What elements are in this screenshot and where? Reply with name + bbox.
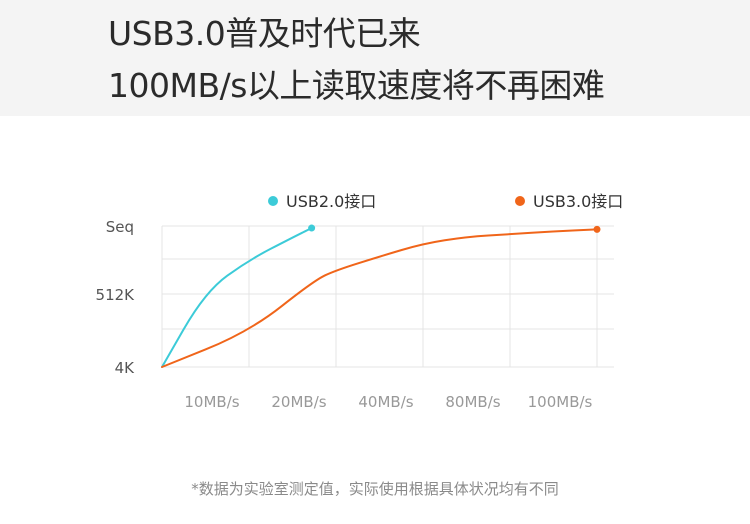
legend-label: USB2.0接口 [286,192,376,211]
x-tick-label: 10MB/s [184,393,239,411]
legend-marker [515,196,525,206]
y-tick-label: Seq [106,218,134,236]
legend-marker [268,196,278,206]
footnote: *数据为实验室测定值，实际使用根据具体状况均有不同 [191,480,559,498]
series-line-usb2 [161,227,313,368]
series-line-usb3 [161,228,598,368]
chart-grid [161,225,614,368]
x-tick-label: 100MB/s [528,393,593,411]
headline-line-1: USB3.0普及时代已来 [108,14,421,53]
y-axis-labels: 4K 512K Seq [96,218,136,377]
x-tick-label: 20MB/s [271,393,326,411]
y-tick-label: 512K [96,286,136,304]
legend-label: USB3.0接口 [533,192,623,211]
x-axis-labels: 10MB/s 20MB/s 40MB/s 80MB/s 100MB/s [184,393,592,411]
series-end-point [308,224,316,232]
header-band [0,0,750,116]
headline-line-2: 100MB/s以上读取速度将不再困难 [108,66,605,105]
y-tick-label: 4K [115,359,136,377]
x-tick-label: 40MB/s [358,393,413,411]
series-end-point [593,225,601,233]
speed-chart: 4K 512K Seq 10MB/s 20MB/s 40MB/s 80MB/s 100MB/… [96,192,624,411]
x-tick-label: 80MB/s [445,393,500,411]
chart-series [161,224,601,368]
chart-legend: USB2.0接口 USB3.0接口 [268,192,623,211]
